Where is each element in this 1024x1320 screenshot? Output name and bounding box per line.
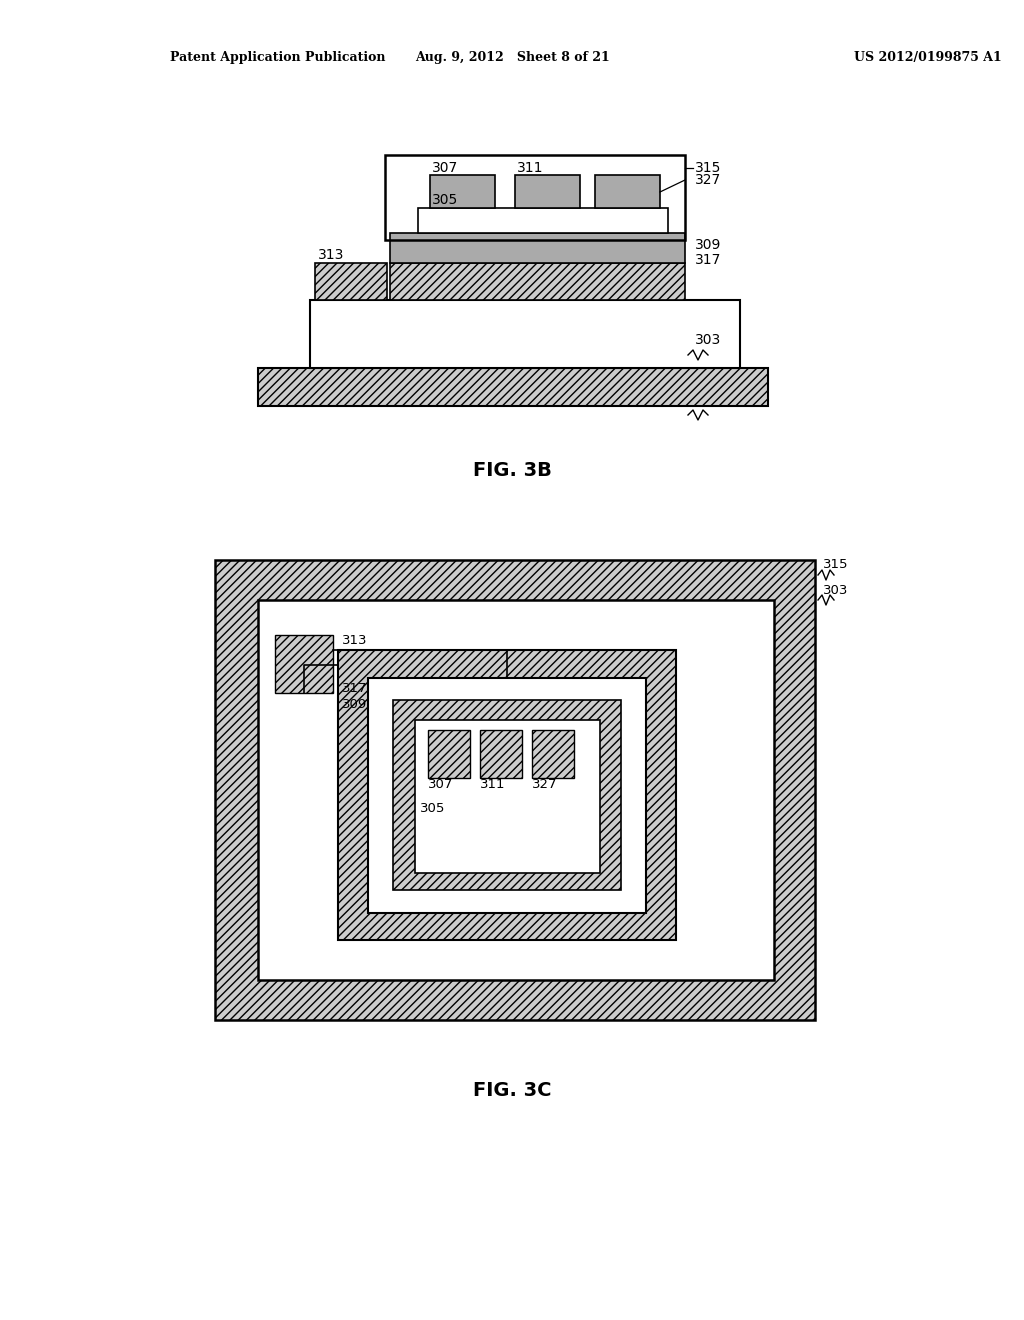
Text: FIG. 3B: FIG. 3B (472, 461, 552, 479)
Text: US 2012/0199875 A1: US 2012/0199875 A1 (854, 51, 1001, 65)
Bar (385, 154, 685, 240)
Bar (393, 700, 621, 890)
Bar (430, 176, 495, 209)
Text: 315: 315 (823, 558, 849, 572)
Text: FIG. 3C: FIG. 3C (473, 1081, 551, 1100)
Bar (258, 601, 774, 979)
Bar (390, 263, 685, 300)
Bar (480, 730, 522, 777)
Bar (390, 234, 685, 263)
Text: 309: 309 (695, 238, 721, 252)
Bar (275, 635, 333, 693)
Bar (595, 176, 660, 209)
Bar (415, 719, 600, 873)
Text: 305: 305 (420, 801, 445, 814)
Text: 307: 307 (428, 779, 454, 792)
Bar (215, 560, 815, 1020)
Text: 315: 315 (695, 161, 721, 176)
Text: 313: 313 (318, 248, 344, 261)
Text: 311: 311 (480, 779, 506, 792)
Bar (368, 678, 646, 913)
Text: Patent Application Publication: Patent Application Publication (170, 51, 385, 65)
Text: 317: 317 (342, 681, 368, 694)
Text: 317: 317 (695, 253, 721, 267)
Text: Aug. 9, 2012   Sheet 8 of 21: Aug. 9, 2012 Sheet 8 of 21 (415, 51, 609, 65)
Bar (428, 730, 470, 777)
Bar (258, 368, 768, 407)
Text: 305: 305 (432, 193, 459, 207)
Text: 327: 327 (695, 173, 721, 187)
Text: 303: 303 (823, 583, 848, 597)
Bar (418, 209, 668, 234)
Bar (515, 176, 580, 209)
Text: 313: 313 (342, 634, 368, 647)
Bar (315, 263, 387, 300)
Text: 311: 311 (517, 161, 544, 176)
Text: 327: 327 (532, 779, 557, 792)
Text: 307: 307 (432, 161, 459, 176)
Text: 303: 303 (695, 333, 721, 347)
Bar (532, 730, 574, 777)
Text: 309: 309 (342, 698, 368, 711)
Bar (310, 300, 740, 368)
Bar (338, 649, 676, 940)
